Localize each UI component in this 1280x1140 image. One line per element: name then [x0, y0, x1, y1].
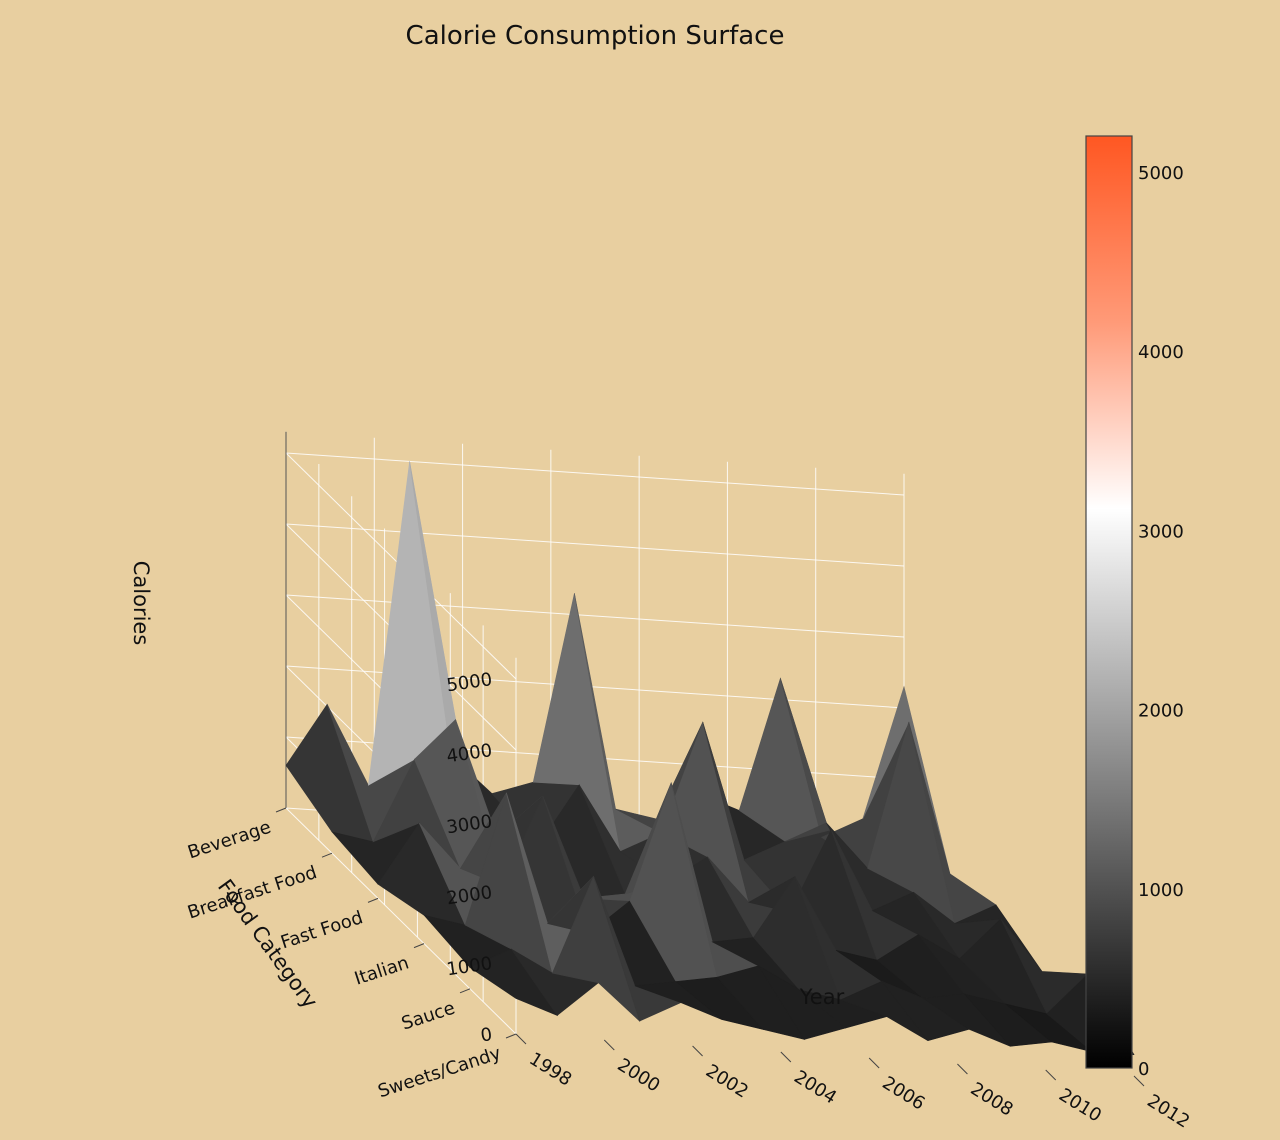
colorbar-gradient — [1085, 135, 1133, 1069]
colorbar-tick-label: 5000 — [1138, 163, 1184, 184]
x-tick-label: 2004 — [790, 1066, 840, 1108]
grid-line — [285, 452, 905, 496]
x-tick-label: 2000 — [614, 1054, 664, 1096]
grid-line — [285, 807, 517, 1035]
x-tick-mark — [780, 1051, 792, 1063]
surface-mesh — [285, 461, 1135, 1056]
y-tick-label: Sauce — [399, 998, 458, 1035]
x-tick-mark — [1133, 1075, 1145, 1087]
x-tick-label: 2008 — [967, 1078, 1017, 1120]
x-tick-label: 1998 — [525, 1048, 575, 1090]
colorbar-tick-label: 0 — [1138, 1059, 1149, 1080]
y-tick-label: Beverage — [185, 817, 273, 864]
x-tick-label: 2012 — [1143, 1090, 1193, 1132]
chart-title: Calorie Consumption Surface — [406, 21, 785, 51]
y-tick-label: Fast Food — [278, 907, 365, 953]
x-tick-mark — [603, 1039, 615, 1051]
x-tick-mark — [957, 1063, 968, 1075]
y-tick-mark — [367, 897, 379, 903]
surface-patch — [738, 677, 827, 842]
x-tick-mark — [692, 1045, 703, 1057]
x-tick-label: 2010 — [1055, 1084, 1105, 1126]
z-tick-label: 5000 — [445, 669, 493, 696]
y-tick-mark — [459, 988, 471, 994]
y-tick-label: Sweets/Candy — [375, 1043, 503, 1103]
y-tick-mark — [505, 1033, 517, 1039]
x-tick-label: 2002 — [702, 1060, 752, 1102]
x-axis-title: Year — [799, 985, 845, 1009]
colorbar-tick-label: 4000 — [1138, 342, 1184, 363]
x-tick-mark — [515, 1033, 527, 1045]
y-tick-mark — [321, 852, 333, 858]
x-tick-mark — [868, 1057, 880, 1069]
z-tick-label: 0 — [479, 1024, 493, 1046]
colorbar-tick-label: 2000 — [1138, 701, 1184, 722]
x-tick-label: 2006 — [878, 1072, 928, 1114]
y-tick-mark — [413, 943, 425, 949]
colorbar-tick-label: 1000 — [1138, 880, 1184, 901]
colorbar-tick-label: 3000 — [1138, 521, 1184, 542]
y-tick-label: Italian — [352, 952, 412, 989]
grid-line — [285, 523, 905, 567]
z-axis-title: Calories — [129, 561, 153, 646]
colorbar: 0 1000 2000 3000 4000 5000 — [1085, 135, 1184, 1080]
x-tick-mark — [1045, 1069, 1057, 1081]
y-tick-mark — [275, 807, 287, 813]
grid-line — [285, 594, 905, 638]
